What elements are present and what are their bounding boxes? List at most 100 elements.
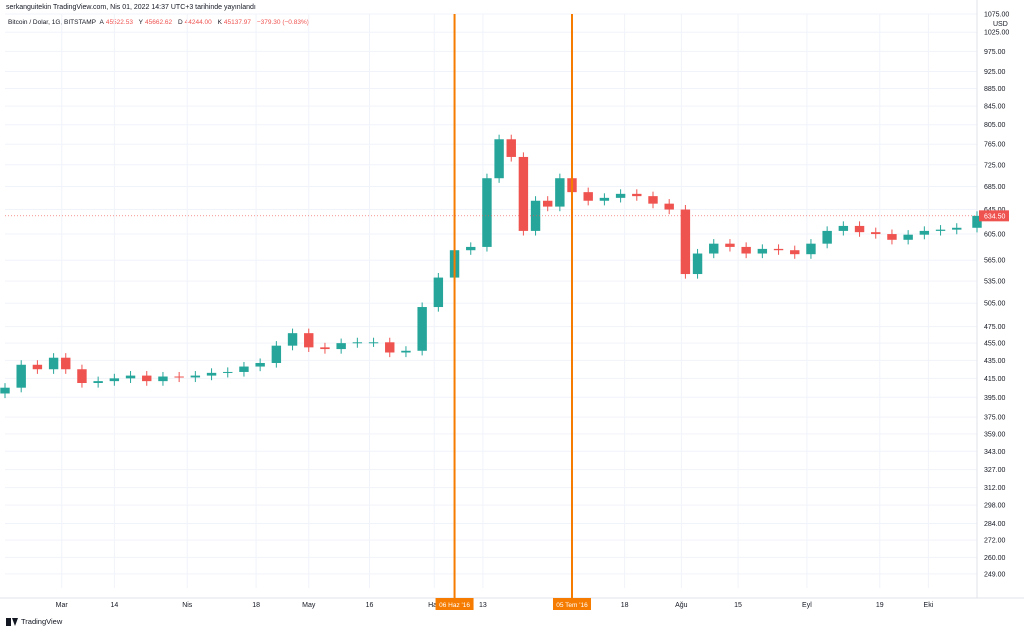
candle-body [77, 369, 87, 383]
candle-body [887, 234, 897, 240]
high-value: 45662.62 [145, 19, 173, 26]
candle-body [648, 196, 658, 204]
vertical-marker-label: 05 Tem '16 [556, 602, 588, 609]
symbol-legend: Bitcoin / Dolar, 1G, BITSTAMP A 45522.53 … [8, 19, 311, 26]
y-tick-label: 975.00 [984, 49, 1006, 56]
candle-body [368, 342, 379, 344]
currency-label: USD [993, 21, 1008, 28]
candle-body [61, 357, 71, 370]
low-label: D [177, 19, 183, 26]
last-price-tag [979, 210, 1009, 222]
y-tick-label: 260.00 [984, 555, 1006, 562]
candle-body [304, 333, 314, 348]
low-value: 44244.00 [184, 19, 212, 26]
candle-body [239, 366, 249, 372]
candle-body [125, 375, 136, 379]
candle-body [680, 209, 691, 275]
x-tick-label: 13 [479, 602, 487, 609]
candle-body [466, 246, 476, 251]
candle-body [16, 364, 26, 388]
candle-body [271, 345, 282, 363]
high-label: Y [138, 19, 143, 26]
candle-body [518, 156, 529, 231]
candle-body [320, 347, 330, 350]
candle-body [352, 342, 363, 344]
y-tick-label: 505.00 [984, 301, 1006, 308]
open-value: 45522.53 [105, 19, 133, 26]
candle-body [433, 277, 444, 308]
y-tick-label: 249.00 [984, 571, 1006, 578]
footer-brand-text: TradingView [21, 617, 63, 626]
candle-body [32, 364, 43, 370]
y-tick-label: 284.00 [984, 521, 1006, 528]
candle-body [583, 192, 593, 201]
candle-body [773, 248, 784, 251]
candle-body [757, 248, 768, 254]
candle-body [972, 215, 982, 228]
candle-body [142, 375, 152, 382]
y-tick-label: 885.00 [984, 86, 1006, 93]
candle-body [482, 178, 492, 247]
candle-body [109, 378, 120, 382]
candle-body [190, 375, 201, 378]
y-tick-label: 298.00 [984, 503, 1006, 510]
candle-body [174, 376, 184, 378]
y-tick-label: 605.00 [984, 232, 1006, 239]
candle-body [871, 232, 881, 235]
y-tick-label: 435.00 [984, 358, 1006, 365]
y-tick-label: 415.00 [984, 376, 1006, 383]
candle-body [48, 357, 59, 370]
candle-body [336, 343, 346, 350]
x-tick-label: Ağu [675, 602, 688, 609]
candle-body [206, 372, 217, 376]
candle-body [93, 381, 103, 383]
x-tick-label: 19 [876, 602, 884, 609]
candle-body [709, 243, 719, 254]
candle-body [806, 243, 816, 255]
candle-body [919, 230, 930, 235]
candle-body [417, 307, 427, 351]
candle-body [664, 203, 674, 210]
candle-body [158, 376, 168, 382]
candle-body [822, 230, 832, 244]
tradingview-logo-icon [6, 617, 18, 626]
candle-body [494, 139, 504, 179]
y-tick-label: 765.00 [984, 142, 1006, 149]
candle-body [854, 225, 865, 233]
last-price-label: 634.50 [984, 213, 1006, 220]
x-tick-label: 14 [110, 602, 118, 609]
x-tick-label: Nis [182, 602, 193, 609]
vertical-marker-tag [435, 598, 474, 610]
x-tick-label: Haz [428, 602, 441, 609]
candle-body [542, 200, 553, 207]
candle-body [838, 225, 849, 231]
y-tick-label: 455.00 [984, 341, 1006, 348]
x-tick-label: 18 [621, 602, 629, 609]
candle-body [599, 197, 610, 201]
footer-brand: TradingView [6, 617, 62, 626]
vertical-marker-tag [553, 598, 591, 610]
candle-body [952, 227, 962, 230]
candle-body [632, 193, 642, 197]
y-tick-label: 685.00 [984, 184, 1006, 191]
candle-body [385, 342, 395, 353]
y-tick-label: 925.00 [984, 69, 1006, 76]
close-value: 45137.97 [223, 19, 252, 26]
candle-body [692, 253, 703, 275]
y-tick-label: 845.00 [984, 104, 1006, 111]
y-tick-label: 375.00 [984, 415, 1006, 422]
candle-body [725, 243, 735, 247]
candle-body [0, 387, 10, 394]
close-label: K [217, 19, 222, 26]
x-tick-label: 18 [252, 602, 260, 609]
x-tick-label: 16 [366, 602, 374, 609]
y-tick-label: 1025.00 [984, 30, 1009, 37]
y-tick-label: 535.00 [984, 279, 1006, 286]
candle-body [530, 200, 541, 231]
candle-body [555, 178, 565, 207]
y-tick-label: 312.00 [984, 485, 1006, 492]
y-tick-label: 475.00 [984, 324, 1006, 331]
y-tick-label: 805.00 [984, 122, 1006, 129]
candle-body [287, 333, 298, 346]
